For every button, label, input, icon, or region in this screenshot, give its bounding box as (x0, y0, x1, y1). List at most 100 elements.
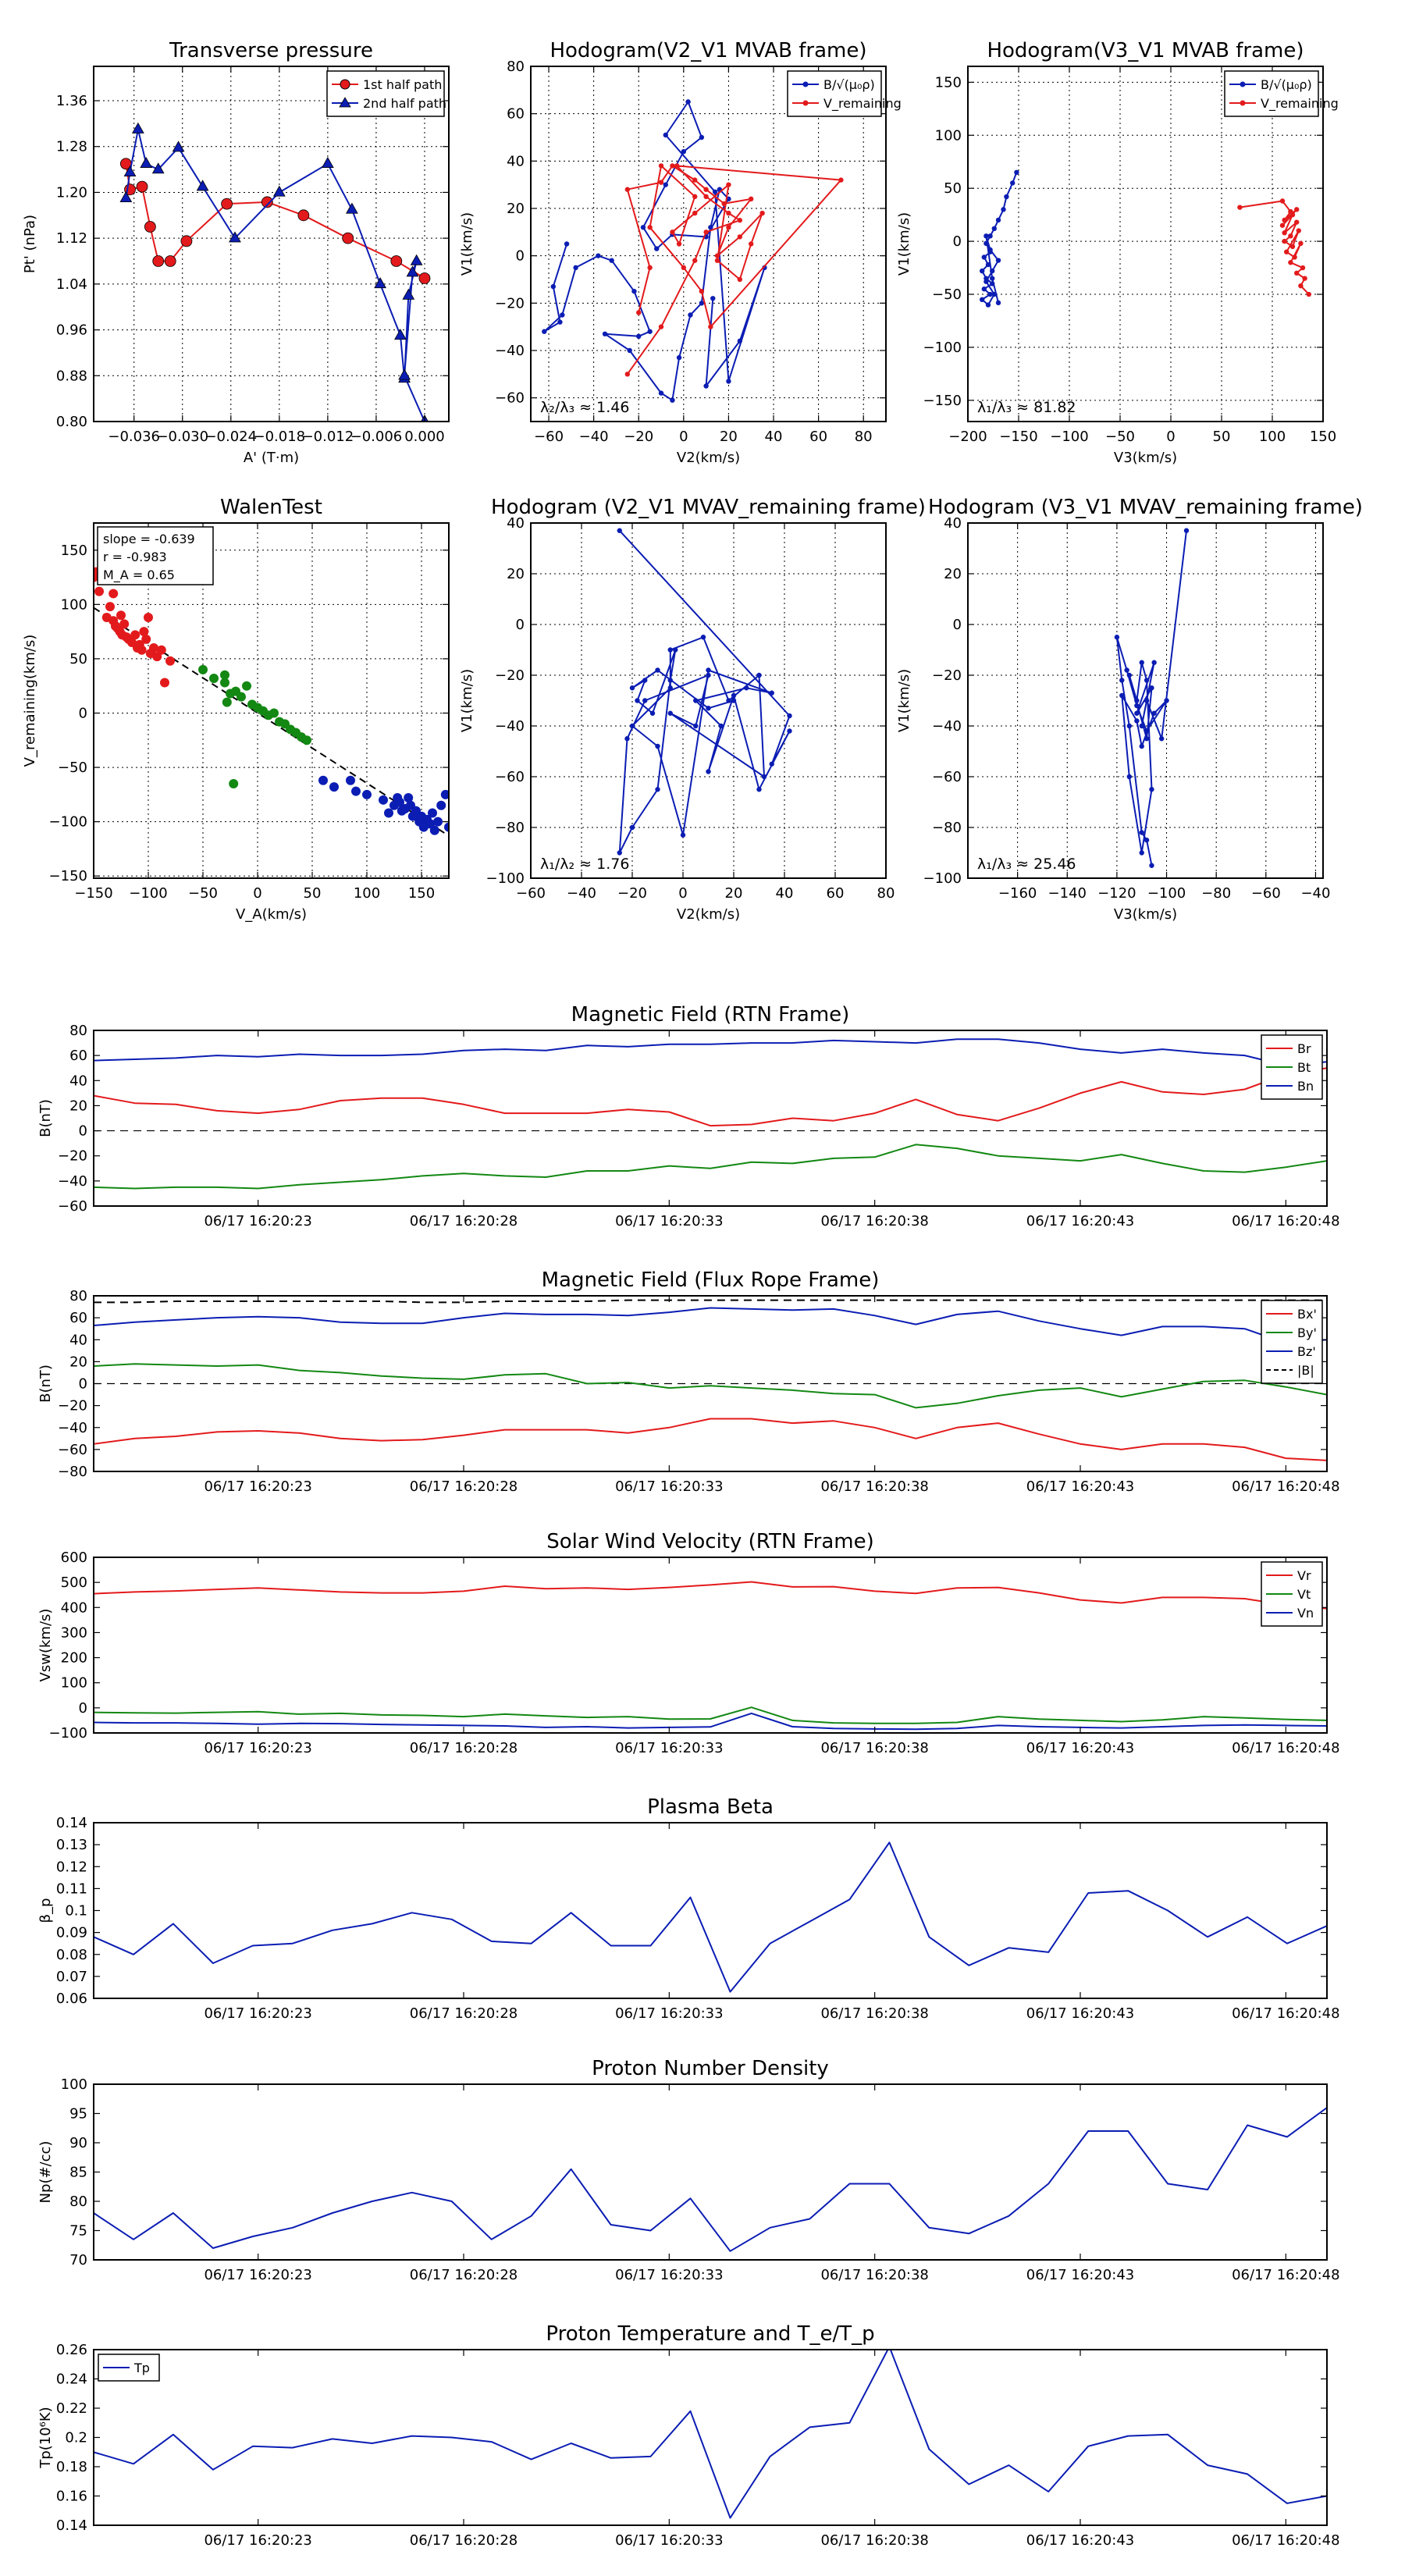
y-tick-label: 50 (944, 180, 962, 197)
chart-beta: 06/17 16:20:23 06/17 16:20:28 06/17 16:20:… (37, 1795, 1340, 2022)
series-group (94, 1841, 1327, 1993)
marker-v (693, 723, 699, 729)
x-tick-label: −100 (129, 885, 167, 902)
marker-b (627, 347, 632, 354)
y-axis-label: β_p (37, 1898, 54, 1923)
axes-frame (967, 522, 1324, 879)
axes-frame (93, 1030, 1328, 1207)
x-tick-label: 06/17 16:20:48 (1232, 1740, 1339, 1756)
point-blue (346, 775, 355, 785)
marker-v (1164, 698, 1169, 703)
y-tick-label: 20 (69, 1354, 87, 1370)
marker-v-remaining (1296, 228, 1302, 233)
marker-v-remaining (1282, 238, 1287, 244)
marker-b (676, 354, 682, 361)
y-axis-label: V1(km/s) (896, 212, 912, 276)
series-group (980, 169, 1312, 308)
chart-bfield: 06/17 16:20:23 06/17 16:20:28 06/17 16:20:… (37, 1003, 1340, 1229)
y-tick-label: 0.14 (56, 1815, 87, 1831)
point-blue (440, 789, 449, 799)
marker-v-remaining (1289, 244, 1296, 250)
legend-label: Bn (1297, 1079, 1314, 1094)
y-tick-label: −60 (495, 390, 525, 407)
marker-v-remaining (692, 210, 698, 216)
marker-v (1126, 723, 1133, 729)
series-line-b (94, 1299, 1327, 1304)
axes-frame (530, 522, 887, 879)
series-line-b (543, 101, 766, 401)
point-green (222, 697, 232, 707)
legend: Br Bt Bn (1261, 1034, 1323, 1100)
plot-area (94, 2350, 1327, 2525)
marker-v (1149, 787, 1154, 792)
marker-b (596, 253, 601, 258)
series-line-bz (94, 1307, 1327, 1344)
marker-v (1119, 692, 1125, 699)
x-tick-label: 06/17 16:20:33 (615, 2005, 723, 2022)
y-tick-label: 0 (516, 248, 525, 265)
y-tick-label: −80 (932, 820, 962, 836)
marker-v (1124, 667, 1129, 673)
marker-v (1139, 830, 1144, 835)
marker-v-remaining (737, 234, 743, 240)
y-tick-label: −150 (49, 868, 87, 884)
x-tick-label: 06/17 16:20:28 (410, 1478, 518, 1495)
legend-box (1224, 70, 1319, 117)
x-tick-label: 06/17 16:20:33 (615, 1740, 723, 1756)
marker-v-remaining (749, 241, 754, 247)
x-tick-label: −160 (998, 885, 1037, 902)
x-tick-label: −60 (1251, 885, 1281, 902)
x-tick-label: −150 (74, 885, 112, 902)
y-tick-label: 40 (69, 1073, 87, 1089)
x-axis-label: V3(km/s) (1114, 906, 1177, 923)
marker-b (995, 300, 1001, 306)
series-line-by (94, 1363, 1327, 1409)
marker-v (655, 787, 660, 792)
marker-v (667, 678, 673, 683)
marker-v-remaining (658, 180, 664, 185)
y-tick-label: −150 (923, 393, 962, 409)
x-tick-label: 06/17 16:20:28 (410, 2005, 518, 2022)
marker-2nd-half-path (374, 277, 386, 289)
legend-label: |B| (1297, 1363, 1314, 1378)
marker-v (706, 667, 711, 673)
point-blue (379, 795, 388, 805)
x-tick-label: 40 (765, 429, 783, 445)
marker-b (609, 258, 614, 263)
plot-area (968, 66, 1323, 422)
marker-v (1139, 850, 1144, 856)
point-blue (429, 825, 439, 835)
axes-frame (530, 66, 887, 422)
marker-v-remaining (726, 182, 731, 187)
marker-v (1144, 736, 1150, 742)
y-tick-label: 0.1 (65, 1903, 87, 1920)
x-axis-label: V_A(km/s) (236, 906, 307, 923)
point-red (130, 630, 140, 640)
marker-v (769, 690, 774, 696)
x-tick-label: 06/17 16:20:28 (410, 2267, 518, 2283)
x-tick-label: 06/17 16:20:43 (1026, 2532, 1134, 2549)
marker-v (655, 667, 660, 673)
marker-v (1183, 528, 1190, 533)
y-tick-label: 150 (61, 543, 87, 559)
y-tick-label: −40 (58, 1420, 87, 1436)
marker-v-remaining (726, 210, 731, 216)
x-tick-label: −20 (624, 429, 653, 445)
y-tick-label: 0 (79, 706, 87, 722)
y-tick-label: −20 (58, 1398, 87, 1414)
x-tick-label: 06/17 16:20:43 (1026, 1740, 1134, 1756)
y-axis-label: V_remaining(km/s) (22, 635, 38, 767)
marker-2nd-half-path (410, 254, 423, 265)
x-tick-label: 100 (1259, 429, 1286, 445)
legend-label: 2nd half path (363, 96, 446, 111)
y-tick-label: 0.24 (56, 2371, 87, 2388)
marker-v-remaining (714, 258, 720, 263)
legend-marker (1240, 100, 1246, 106)
y-tick-label: 40 (69, 1332, 87, 1348)
marker-v-remaining (624, 187, 631, 192)
point-red (139, 627, 149, 637)
y-tick-label: −60 (58, 1442, 87, 1458)
y-tick-label: 40 (507, 515, 525, 532)
marker-b (699, 134, 705, 141)
point-red (156, 645, 166, 655)
